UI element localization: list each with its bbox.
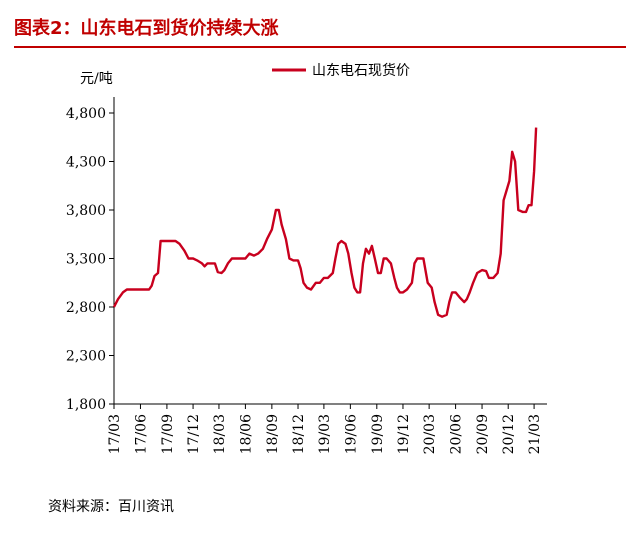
x-tick-label: 19/12 [396, 414, 412, 454]
x-tick-label: 20/06 [449, 414, 465, 454]
x-tick-label: 21/03 [527, 414, 543, 454]
x-tick-label: 20/12 [501, 414, 517, 454]
x-tick-label: 19/09 [370, 414, 386, 454]
x-tick-label: 17/06 [133, 414, 149, 454]
x-tick-label: 17/12 [186, 414, 202, 454]
title-rule [14, 46, 626, 48]
y-tick-label: 4,800 [66, 106, 106, 122]
figure-title: 图表2：山东电石到货价持续大涨 [14, 18, 279, 39]
y-axis-unit-label: 元/吨 [80, 71, 113, 87]
y-tick-label: 3,800 [66, 203, 106, 219]
legend-label: 山东电石现货价 [312, 62, 410, 79]
series-line [112, 127, 538, 318]
x-tick-label: 17/03 [107, 414, 123, 454]
y-tick-label: 3,300 [66, 252, 106, 268]
x-tick-label: 20/09 [475, 414, 491, 454]
line-chart: 1,800 2,300 2,800 3,300 3,800 4,300 4,800 17/0… [66, 62, 547, 454]
series-layer [112, 127, 538, 318]
x-tick-label: 18/06 [238, 414, 254, 454]
x-tick-label: 17/09 [160, 414, 176, 454]
x-tick-label: 18/03 [212, 414, 228, 454]
x-tick-label: 18/12 [291, 414, 307, 454]
x-axis: 17/03 17/06 17/09 17/12 18/03 18/06 18/09 18/12… [107, 403, 547, 454]
x-tick-label: 19/03 [317, 414, 333, 454]
y-axis: 1,800 2,300 2,800 3,300 3,800 4,300 4,800 [66, 97, 115, 413]
x-tick-label: 19/06 [343, 414, 359, 454]
x-tick-label: 18/09 [265, 414, 281, 454]
y-tick-label: 1,800 [66, 397, 106, 413]
y-tick-label: 2,800 [66, 300, 106, 316]
x-tick-label: 20/03 [422, 414, 438, 454]
legend: 山东电石现货价 [272, 62, 410, 79]
source-note: 资料来源：百川资讯 [48, 499, 174, 515]
y-tick-label: 4,300 [66, 155, 106, 171]
y-tick-label: 2,300 [66, 349, 106, 365]
